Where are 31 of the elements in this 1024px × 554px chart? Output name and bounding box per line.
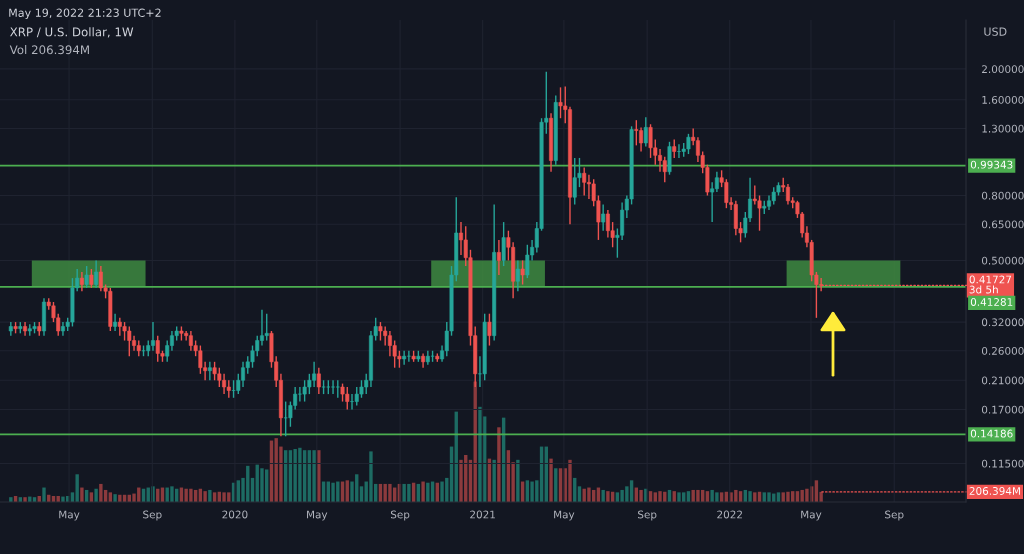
x-tick-label: 2021 (470, 510, 495, 519)
ref-line-label: 0.99343 (970, 160, 1013, 169)
x-tick-label: Sep (885, 510, 904, 521)
x-tick-label: 2020 (222, 510, 248, 519)
x-tick-label: Sep (390, 510, 410, 521)
x-tick-label: May (554, 510, 575, 521)
y-tick-label: 1.60000 (982, 95, 1024, 104)
text: May 19, 2022 21:23 UTC+2 (9, 8, 161, 20)
y-tick-label: 0.26000 (981, 346, 1024, 355)
y-tick-label: 2.00000 (982, 65, 1024, 74)
y-tick-label: 0.32000 (981, 318, 1024, 327)
y-tick-label: 0.50000 (981, 256, 1024, 265)
y-tick-label: 0.65000 (981, 220, 1024, 229)
annotation: 206.394M (969, 487, 1020, 495)
ref-line-label: 0.14186 (970, 429, 1013, 438)
y-tick-label: 0.80000 (981, 191, 1024, 200)
x-tick-label: May (59, 510, 80, 521)
annotation: 0.41727 3d 5h (969, 275, 1012, 294)
text: XRP / U.S. Dollar, 1W (10, 27, 134, 38)
x-tick-label: 2022 (717, 510, 742, 519)
y-tick-label: 1.30000 (982, 124, 1024, 133)
x-tick-label: May (307, 510, 328, 521)
text: Vol 206.394M (9, 45, 89, 55)
ref-line-label: 0.41281 (970, 298, 1013, 306)
x-tick-label: Sep (143, 510, 162, 521)
y-tick-label: 0.11500 (981, 459, 1024, 468)
x-tick-label: Sep (638, 510, 657, 521)
x-tick-label: May (801, 510, 822, 521)
y-tick-label: 0.21000 (981, 376, 1024, 385)
y-axis-title: USD (984, 27, 1007, 36)
y-tick-label: 0.17000 (981, 405, 1024, 414)
